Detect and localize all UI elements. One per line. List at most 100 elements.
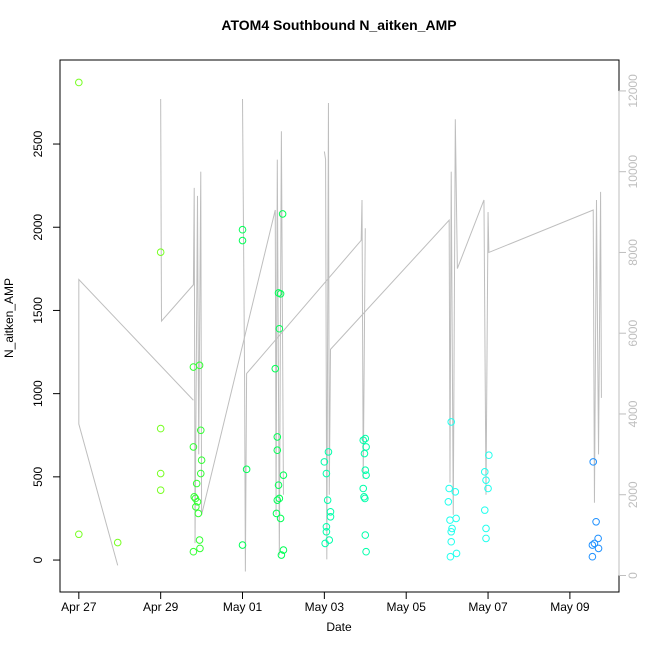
point [279, 546, 288, 554]
y2-tick-label: 4000 [626, 400, 640, 427]
point [322, 469, 331, 478]
point [271, 364, 280, 373]
point [482, 524, 490, 533]
point [482, 476, 490, 484]
x-tick-label: May 05 [387, 600, 427, 614]
point [484, 484, 492, 493]
point [277, 551, 286, 559]
x-tick-label: Apr 29 [143, 600, 179, 614]
y2-tick-label: 12000 [626, 74, 640, 108]
point [594, 534, 602, 543]
point [452, 514, 460, 523]
point [452, 549, 461, 558]
point [445, 484, 453, 493]
point [361, 434, 370, 443]
point [485, 451, 493, 460]
x-tick-label: May 03 [305, 600, 345, 614]
point [322, 522, 331, 531]
point [238, 225, 247, 234]
point [446, 552, 455, 561]
point [273, 433, 282, 441]
point [592, 517, 600, 526]
point [156, 424, 165, 433]
y2-tick-label: 0 [626, 572, 640, 579]
point [362, 471, 370, 479]
x-tick-label: May 09 [550, 600, 590, 614]
point [324, 448, 333, 456]
point [320, 458, 329, 466]
point [196, 469, 205, 478]
point [192, 479, 201, 488]
point [326, 512, 335, 521]
x-axis-label: Date [326, 620, 352, 634]
point [196, 544, 204, 553]
point [276, 514, 285, 523]
point [273, 496, 282, 504]
point [482, 534, 490, 543]
x-tick-label: Apr 27 [61, 600, 97, 614]
point [197, 456, 206, 465]
point [361, 466, 370, 474]
y-tick-label: 1000 [31, 380, 45, 407]
point [279, 471, 288, 479]
point [195, 361, 204, 370]
point [75, 78, 83, 87]
point [156, 486, 165, 494]
y-tick-label: 0 [31, 556, 45, 563]
x-tick-label: May 01 [223, 600, 263, 614]
point [189, 547, 198, 556]
y-tick-label: 2500 [31, 130, 45, 157]
point [113, 538, 122, 547]
point [238, 541, 247, 549]
point [451, 488, 460, 496]
point [189, 443, 198, 451]
point [589, 458, 598, 466]
point [322, 527, 331, 536]
point [359, 484, 368, 493]
point [594, 544, 603, 553]
point [75, 530, 83, 539]
point [446, 516, 454, 524]
point [274, 481, 283, 489]
y2-tick-label: 10000 [626, 155, 640, 189]
point [361, 531, 370, 539]
point [362, 547, 370, 556]
point [156, 248, 165, 256]
line [78, 278, 194, 566]
point [189, 363, 198, 371]
point [238, 236, 247, 245]
point [323, 496, 332, 504]
point [196, 426, 205, 435]
line [323, 103, 602, 560]
point [590, 539, 599, 548]
point [444, 498, 453, 506]
point [278, 210, 287, 218]
point [276, 290, 285, 298]
plot-box [59, 59, 620, 593]
y-axis-label: N_aitken_AMP [2, 278, 16, 358]
point [447, 537, 456, 546]
point [194, 509, 203, 518]
point [242, 465, 251, 474]
chart-title: ATOM4 Southbound N_aitken_AMP [221, 17, 456, 33]
point [588, 541, 597, 549]
point [275, 494, 284, 503]
point [448, 524, 456, 533]
point [273, 446, 282, 455]
point [195, 536, 204, 544]
y-tick-label: 500 [31, 467, 45, 487]
point [588, 552, 597, 561]
point [193, 498, 202, 506]
point [447, 418, 456, 426]
point [275, 324, 284, 333]
line [160, 99, 284, 556]
y2-tick-label: 6000 [626, 320, 640, 347]
point [272, 509, 281, 518]
x-tick-label: May 07 [468, 600, 508, 614]
y-tick-label: 2000 [31, 214, 45, 241]
y-tick-label: 1500 [31, 297, 45, 324]
point [480, 468, 489, 476]
point [326, 507, 335, 516]
point [447, 527, 456, 536]
